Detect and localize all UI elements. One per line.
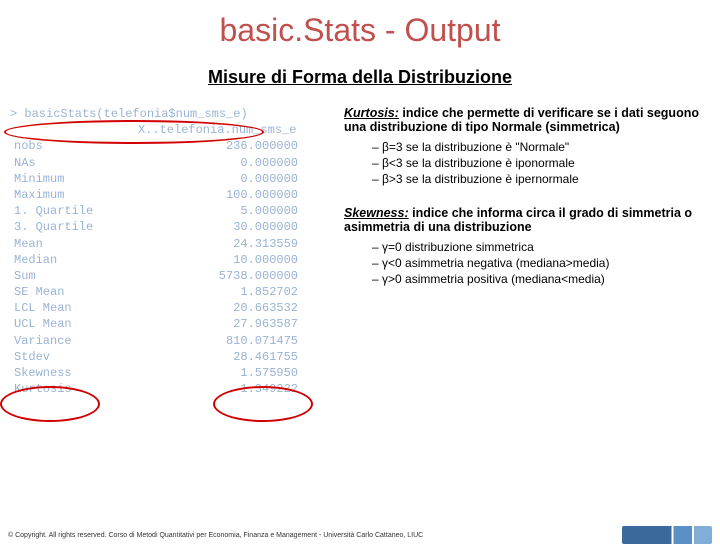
highlight-ellipse-command — [4, 120, 264, 144]
stats-row: UCL Mean27.963587 — [8, 316, 338, 332]
stat-value: 10.000000 — [138, 252, 308, 268]
stat-label: Mean — [8, 236, 138, 252]
skewness-block: Skewness: indice che informa circa il gr… — [344, 206, 712, 234]
kurtosis-bullets: β=3 se la distribuzione è "Normale" β<3 s… — [372, 140, 712, 186]
footer: © Copyright. All rights reserved. Corso … — [8, 526, 712, 544]
stats-row: Maximum100.000000 — [8, 187, 338, 203]
stats-row: 3. Quartile30.000000 — [8, 219, 338, 235]
highlight-ellipse-values — [213, 386, 313, 422]
stats-row: SE Mean1.852702 — [8, 284, 338, 300]
definitions: Kurtosis: indice che permette di verific… — [338, 106, 712, 397]
bullet-item: γ<0 asimmetria negativa (mediana>media) — [372, 256, 712, 270]
stat-label: SE Mean — [8, 284, 138, 300]
stat-label: 1. Quartile — [8, 203, 138, 219]
slide-title: basic.Stats - Output — [0, 12, 720, 49]
stat-value: 30.000000 — [138, 219, 308, 235]
bullet-item: β>3 se la distribuzione è ipernormale — [372, 172, 712, 186]
bullet-item: β=3 se la distribuzione è "Normale" — [372, 140, 712, 154]
stat-value: 0.000000 — [138, 171, 308, 187]
kurtosis-term: Kurtosis: — [344, 106, 399, 120]
stat-label: Variance — [8, 333, 138, 349]
stat-value: 1.852702 — [138, 284, 308, 300]
kurtosis-block: Kurtosis: indice che permette di verific… — [344, 106, 712, 134]
stat-value: 0.000000 — [138, 155, 308, 171]
slide-subtitle: Misure di Forma della Distribuzione — [0, 67, 720, 88]
stats-row: NAs0.000000 — [8, 155, 338, 171]
stat-label: UCL Mean — [8, 316, 138, 332]
stats-row: LCL Mean20.663532 — [8, 300, 338, 316]
stats-row: Median10.000000 — [8, 252, 338, 268]
stat-label: Minimum — [8, 171, 138, 187]
stats-row: Minimum0.000000 — [8, 171, 338, 187]
stats-row: Variance810.071475 — [8, 333, 338, 349]
stat-value: 100.000000 — [138, 187, 308, 203]
stat-label: Stdev — [8, 349, 138, 365]
stat-label: LCL Mean — [8, 300, 138, 316]
highlight-ellipse-labels — [0, 386, 100, 422]
stat-label: Skewness — [8, 365, 138, 381]
skewness-bullets: γ=0 distribuzione simmetrica γ<0 asimmetr… — [372, 240, 712, 286]
content-area: > basicStats(telefonia$num_sms_e) X..tel… — [0, 106, 720, 397]
stats-row: Sum5738.000000 — [8, 268, 338, 284]
skewness-term: Skewness: — [344, 206, 409, 220]
stat-value: 20.663532 — [138, 300, 308, 316]
stat-label: Maximum — [8, 187, 138, 203]
stat-label: Sum — [8, 268, 138, 284]
stat-value: 24.313559 — [138, 236, 308, 252]
bullet-item: γ>0 asimmetria positiva (mediana<media) — [372, 272, 712, 286]
stat-value: 1.575950 — [138, 365, 308, 381]
stat-value: 27.963587 — [138, 316, 308, 332]
stat-label: 3. Quartile — [8, 219, 138, 235]
bullet-item: γ=0 distribuzione simmetrica — [372, 240, 712, 254]
bullet-item: β<3 se la distribuzione è iponormale — [372, 156, 712, 170]
logo-icon — [622, 526, 712, 544]
stat-value: 810.071475 — [138, 333, 308, 349]
stat-value: 5738.000000 — [138, 268, 308, 284]
stat-label: Median — [8, 252, 138, 268]
stats-row: 1. Quartile5.000000 — [8, 203, 338, 219]
stat-label: NAs — [8, 155, 138, 171]
stats-output: > basicStats(telefonia$num_sms_e) X..tel… — [8, 106, 338, 397]
stat-value: 5.000000 — [138, 203, 308, 219]
stats-row: Skewness1.575950 — [8, 365, 338, 381]
copyright-text: © Copyright. All rights reserved. Corso … — [8, 532, 423, 539]
stat-value: 28.461755 — [138, 349, 308, 365]
stats-row: Stdev28.461755 — [8, 349, 338, 365]
stats-row: Mean24.313559 — [8, 236, 338, 252]
